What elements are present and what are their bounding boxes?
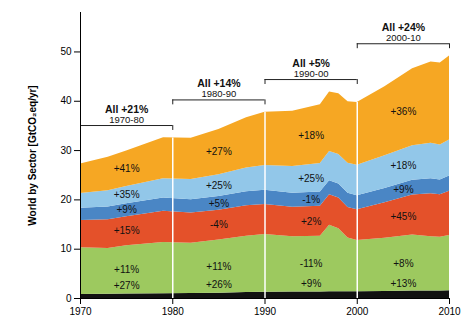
svg-text:1980-90: 1980-90: [201, 88, 236, 99]
svg-text:All +21%: All +21%: [105, 103, 149, 115]
svg-text:1990: 1990: [254, 306, 277, 317]
svg-text:10: 10: [60, 243, 72, 254]
svg-text:+18%: +18%: [298, 130, 324, 141]
svg-text:World by Sector [GtCO₂eq/yr]: World by Sector [GtCO₂eq/yr]: [27, 85, 38, 225]
svg-text:1970-80: 1970-80: [109, 114, 144, 125]
svg-text:All +5%: All +5%: [292, 57, 330, 69]
svg-text:All +24%: All +24%: [382, 21, 426, 33]
svg-text:2010: 2010: [438, 306, 461, 317]
svg-text:+25%: +25%: [298, 173, 324, 184]
svg-text:+11%: +11%: [114, 264, 139, 275]
svg-text:+9%: +9%: [116, 204, 136, 215]
svg-text:1970: 1970: [69, 306, 92, 317]
svg-text:1980: 1980: [162, 306, 185, 317]
svg-text:+18%: +18%: [390, 160, 416, 171]
svg-text:+41%: +41%: [114, 163, 140, 174]
svg-text:+45%: +45%: [390, 211, 416, 222]
svg-text:-4%: -4%: [210, 219, 228, 230]
svg-text:-1%: -1%: [302, 194, 320, 205]
svg-text:+25%: +25%: [206, 180, 232, 191]
svg-text:+2%: +2%: [301, 216, 321, 227]
svg-text:+8%: +8%: [393, 258, 413, 269]
svg-text:0: 0: [66, 293, 72, 304]
svg-text:-11%: -11%: [300, 258, 323, 269]
svg-text:+13%: +13%: [390, 278, 416, 289]
svg-text:+11%: +11%: [206, 261, 231, 272]
svg-text:50: 50: [60, 46, 72, 57]
svg-text:+15%: +15%: [114, 225, 140, 236]
svg-text:+26%: +26%: [206, 279, 232, 290]
svg-text:+9%: +9%: [301, 278, 321, 289]
svg-text:2000: 2000: [346, 306, 369, 317]
svg-text:+35%: +35%: [114, 189, 140, 200]
svg-text:+27%: +27%: [114, 280, 140, 291]
svg-text:+5%: +5%: [209, 198, 229, 209]
svg-text:40: 40: [60, 95, 72, 106]
svg-text:+36%: +36%: [390, 106, 416, 117]
svg-text:All +14%: All +14%: [197, 77, 241, 89]
svg-text:2000-10: 2000-10: [386, 32, 421, 43]
svg-text:1990-00: 1990-00: [294, 68, 329, 79]
svg-text:+9%: +9%: [393, 184, 413, 195]
svg-text:20: 20: [60, 194, 72, 205]
svg-text:30: 30: [60, 145, 72, 156]
svg-text:+27%: +27%: [206, 146, 232, 157]
